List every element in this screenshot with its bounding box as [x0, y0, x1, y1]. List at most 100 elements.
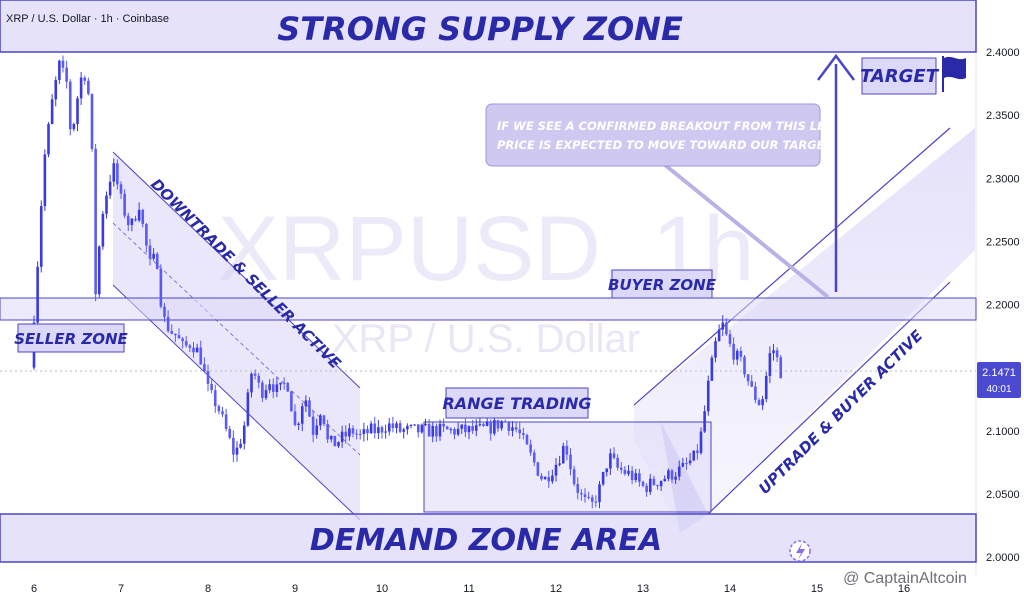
candle-body [232, 437, 235, 455]
candle-body [587, 496, 590, 498]
candle-body [253, 373, 257, 376]
candle-body [493, 419, 496, 434]
demand-zone-label: DEMAND ZONE AREA [310, 523, 662, 558]
candle-body [177, 335, 181, 339]
candle-body [699, 431, 703, 453]
lightning-icon [789, 540, 811, 562]
candle-body [409, 425, 413, 427]
candle-body [145, 224, 148, 246]
candle-body [663, 478, 667, 482]
candle-body [779, 357, 783, 379]
candle-body [304, 400, 308, 407]
candle-body [543, 477, 547, 480]
candle-body [137, 209, 141, 221]
candle-body [561, 445, 565, 464]
candle-body [246, 392, 250, 426]
seller-zone-label: SELLER ZONE [14, 330, 128, 348]
time-axis[interactable]: 6 7 8 9 10 11 12 13 14 15 16 [31, 583, 910, 595]
candle-body [609, 453, 612, 469]
candle-body [217, 406, 221, 412]
candle-body [166, 316, 170, 332]
candle-body [750, 381, 754, 387]
candle-body [340, 431, 344, 443]
candle-body [90, 93, 94, 149]
time-tick-label: 7 [118, 583, 124, 595]
time-tick-label: 10 [376, 583, 388, 595]
candle-body [72, 123, 76, 130]
candle-body [210, 383, 213, 391]
note-line-2: PRICE IS EXPECTED TO MOVE TOWARD OUR TAR… [497, 138, 835, 152]
candle-body [500, 421, 503, 429]
candle-body [141, 209, 145, 225]
candle-body [228, 428, 232, 438]
current-price-badge [977, 362, 1021, 398]
candle-body [605, 468, 609, 473]
candle-body [616, 457, 619, 468]
candle-body [576, 484, 580, 493]
candle-body [652, 478, 656, 485]
candle-body [435, 426, 438, 437]
candle-body [714, 341, 717, 358]
time-tick-label: 16 [898, 583, 910, 595]
uptrend-channel [634, 128, 975, 533]
candle-body [525, 434, 529, 445]
candle-body [290, 391, 293, 412]
time-tick-label: 8 [205, 583, 211, 595]
candle-body [148, 245, 152, 259]
candle-body [206, 371, 210, 384]
candle-body [83, 77, 87, 81]
candle-body [293, 411, 297, 425]
candle-body [213, 390, 217, 407]
candle-body [275, 384, 279, 392]
candle-body [420, 424, 424, 433]
candle-body [279, 382, 282, 385]
candle-body [471, 426, 474, 431]
candle-body [50, 99, 54, 125]
candle-body [467, 426, 471, 433]
candle-body [507, 421, 511, 431]
candle-body [638, 473, 641, 482]
candle-body [101, 213, 105, 247]
candle-body [648, 478, 652, 492]
candle-body [449, 429, 453, 431]
candle-body [311, 416, 315, 435]
candle-body [761, 399, 764, 406]
candle-body [329, 435, 333, 440]
target-arrow-head [817, 53, 855, 81]
candle-body [257, 375, 261, 383]
candle-body [297, 423, 300, 425]
candle-body [721, 322, 725, 330]
candle-body [547, 477, 551, 482]
candle-body [271, 384, 275, 392]
time-tick-label: 14 [724, 583, 736, 595]
candle-body [355, 433, 358, 435]
candle-body [735, 350, 739, 360]
candle-body [203, 364, 206, 372]
candle-body [416, 424, 420, 433]
candle-body [235, 447, 239, 455]
price-axis[interactable]: 2.40002.35002.30002.25002.20002.15002.10… [986, 47, 1020, 564]
candle-body [674, 476, 677, 480]
candle-body [601, 472, 605, 485]
candle-body [43, 154, 47, 207]
candle-body [413, 424, 416, 426]
downtrend-channel-top [112, 151, 361, 389]
candle-body [431, 426, 435, 437]
candle-body [380, 427, 384, 433]
candle-body [373, 423, 377, 434]
candle-body [326, 424, 329, 440]
candle-body [703, 411, 706, 432]
candle-body [572, 469, 576, 485]
candle-body [569, 454, 572, 470]
candle-body [764, 375, 768, 400]
candle-body [239, 443, 242, 448]
candle-body [224, 414, 228, 429]
candle-body [496, 419, 500, 429]
time-tick-label: 11 [463, 583, 474, 595]
candle-body [685, 463, 688, 465]
note-box [485, 103, 821, 167]
candle-body [485, 421, 489, 426]
flag-icon [942, 56, 966, 92]
candle-body [489, 421, 493, 434]
candle-body [540, 475, 543, 480]
